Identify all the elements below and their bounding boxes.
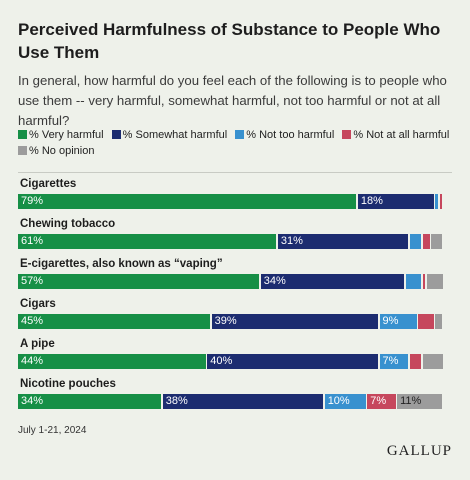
legend-label: % Very harmful <box>29 129 104 141</box>
data-label: 18% <box>360 195 383 207</box>
legend-swatch <box>235 130 245 139</box>
category-label: A pipe <box>20 338 55 350</box>
legend-swatch <box>18 146 27 155</box>
category-label: Cigars <box>20 298 56 310</box>
legend-item-very-harmful: % Very harmful <box>18 129 104 141</box>
bar-segment-not-too-harmful <box>435 194 439 209</box>
legend-label: % No opinion <box>29 145 95 157</box>
bar-segment-no-opinion <box>435 314 443 329</box>
legend: % Very harmful % Somewhat harmful % Not … <box>18 127 458 159</box>
bar-segment-not-at-all-harmful <box>439 194 443 209</box>
data-label: 34% <box>263 275 286 287</box>
bar-segment-very-harmful <box>18 314 211 329</box>
chart-title: Perceived Harmfulness of Substance to Pe… <box>18 20 441 62</box>
bar-segment-somewhat-harmful <box>260 274 405 289</box>
data-label: 39% <box>214 315 237 327</box>
legend-item-no-opinion: % No opinion <box>18 145 94 157</box>
bar-row: 34% 38% 10% 7% 11% <box>18 394 444 409</box>
data-label: 40% <box>210 355 233 367</box>
data-label: 61% <box>21 235 44 247</box>
data-label: 38% <box>165 395 188 407</box>
legend-swatch <box>111 130 121 139</box>
legend-label: % Not too harmful <box>246 129 335 141</box>
bar-segment-very-harmful <box>18 354 206 369</box>
bar-segment-not-at-all-harmful <box>422 274 426 289</box>
legend-swatch <box>18 130 27 139</box>
bar-segment-no-opinion <box>397 394 443 409</box>
data-label: 10% <box>327 395 350 407</box>
bar-segment-somewhat-harmful <box>357 194 434 209</box>
legend-label: % Not at all harmful <box>353 129 450 141</box>
category-label: Nicotine pouches <box>20 378 116 390</box>
data-label: 7% <box>382 355 399 367</box>
bar-segment-very-harmful <box>18 394 162 409</box>
bar-segment-not-too-harmful <box>409 234 422 249</box>
bar-segment-not-too-harmful <box>405 274 422 289</box>
data-label: 44% <box>21 355 44 367</box>
bar-segment-somewhat-harmful <box>211 314 378 329</box>
legend-item-somewhat-harmful: % Somewhat harmful <box>111 129 228 141</box>
category-label: Chewing tobacco <box>20 218 116 230</box>
gallup-logo: GALLUP <box>386 443 452 459</box>
bar-segment-somewhat-harmful <box>207 354 378 369</box>
bar-segment-not-at-all-harmful <box>409 354 421 369</box>
data-label: 7% <box>370 395 387 407</box>
bar-segment-not-too-harmful <box>379 314 417 329</box>
data-label: 9% <box>382 315 399 327</box>
bar-row: 79% 18% <box>18 194 444 209</box>
bar-segment-not-too-harmful <box>379 354 409 369</box>
bar-segment-not-at-all-harmful <box>422 234 430 249</box>
bar-segment-very-harmful <box>18 234 277 249</box>
bar-segment-not-too-harmful <box>324 394 366 409</box>
bar-row: 61% 31% <box>18 234 444 249</box>
data-label: 11% <box>400 395 422 407</box>
legend-swatch <box>342 130 352 139</box>
bar-row: 44% 40% 7% <box>18 354 444 369</box>
bar-segment-somewhat-harmful <box>277 234 409 249</box>
legend-item-not-at-all-harmful: % Not at all harmful <box>342 129 449 141</box>
bar-segment-not-at-all-harmful <box>418 314 434 329</box>
legend-label: % Somewhat harmful <box>122 129 228 141</box>
bar-segment-not-at-all-harmful <box>367 394 396 409</box>
data-label: 45% <box>21 315 44 327</box>
bar-segment-no-opinion <box>427 274 443 289</box>
bar-segment-very-harmful <box>18 274 260 289</box>
date-note: July 1-21, 2024 <box>18 425 87 436</box>
bar-row: 57% 34% <box>18 274 444 289</box>
chart-subtitle: In general, how harmful do you feel each… <box>18 73 447 128</box>
category-label: Cigarettes <box>20 178 77 190</box>
bar-segment-no-opinion <box>431 234 443 249</box>
legend-item-not-too-harmful: % Not too harmful <box>235 129 334 141</box>
bar-row: 45% 39% 9% <box>18 314 444 329</box>
divider <box>18 172 452 173</box>
data-label: 34% <box>21 395 44 407</box>
data-label: 57% <box>21 275 44 287</box>
category-label: E-cigarettes, also known as “vaping” <box>20 258 223 270</box>
bar-segment-somewhat-harmful <box>162 394 324 409</box>
data-label: 79% <box>21 195 44 207</box>
data-label: 31% <box>280 235 303 247</box>
bar-segment-very-harmful <box>18 194 357 209</box>
bar-segment-no-opinion <box>422 354 443 369</box>
